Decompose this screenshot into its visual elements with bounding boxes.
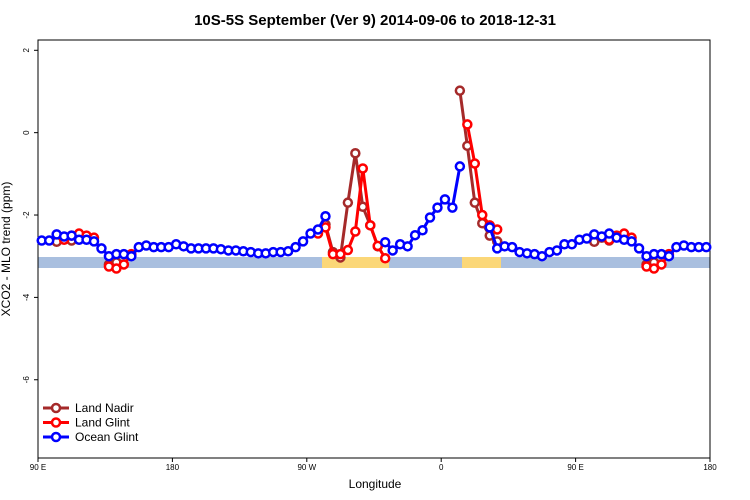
y-tick-label: 0 xyxy=(22,130,31,135)
point xyxy=(66,230,77,241)
chart-title: 10S-5S September (Ver 9) 2014-09-06 to 2… xyxy=(194,12,556,29)
point xyxy=(626,236,637,247)
point xyxy=(365,220,376,231)
point xyxy=(350,226,361,237)
y-tick-label: 2 xyxy=(22,48,31,53)
point xyxy=(462,119,473,130)
x-tick-label: 90 E xyxy=(567,463,583,472)
point xyxy=(126,250,137,262)
point xyxy=(447,202,458,213)
point xyxy=(701,241,712,253)
point xyxy=(342,244,354,256)
legend-label: Land Glint xyxy=(75,416,130,430)
point xyxy=(379,236,391,248)
x-tick-label: 180 xyxy=(703,463,717,472)
point xyxy=(379,253,391,264)
point xyxy=(656,259,667,270)
point xyxy=(454,85,466,96)
x-tick-label: 180 xyxy=(166,463,180,472)
legend-label: Land Nadir xyxy=(75,401,134,415)
point xyxy=(43,235,55,246)
point xyxy=(536,250,548,262)
point xyxy=(297,236,309,247)
point xyxy=(432,202,443,213)
legend-label: Ocean Glint xyxy=(75,430,139,444)
y-axis-label: XCO2 - MLO trend (ppm) xyxy=(0,182,13,317)
point xyxy=(566,239,578,250)
legend-marker xyxy=(50,417,62,428)
point xyxy=(477,209,488,221)
x-tick-label: 90 W xyxy=(297,463,316,472)
point xyxy=(88,236,100,247)
y-tick-label: -6 xyxy=(22,376,31,384)
x-tick-label: 0 xyxy=(439,463,444,472)
y-tick-label: -2 xyxy=(22,211,31,219)
point xyxy=(506,241,518,253)
legend-marker xyxy=(50,431,62,443)
point xyxy=(357,163,369,174)
point xyxy=(454,161,466,172)
y-tick-label: -4 xyxy=(22,293,31,301)
land-band xyxy=(462,257,501,268)
point xyxy=(387,245,398,256)
point xyxy=(305,228,316,239)
point xyxy=(409,229,421,241)
point xyxy=(551,245,563,256)
point xyxy=(342,197,354,208)
point xyxy=(282,246,294,257)
point xyxy=(402,241,413,252)
point xyxy=(424,212,436,223)
point xyxy=(439,194,451,205)
point xyxy=(320,211,331,222)
surface-band xyxy=(38,257,710,268)
point xyxy=(417,225,428,236)
point xyxy=(484,222,495,233)
point xyxy=(335,248,346,260)
point xyxy=(312,224,324,235)
point xyxy=(603,228,615,239)
land-band xyxy=(322,257,389,268)
x-axis-label: Longitude xyxy=(349,477,402,491)
point xyxy=(118,259,130,270)
point xyxy=(111,263,122,274)
point xyxy=(469,158,481,169)
x-tick-label: 90 E xyxy=(30,463,46,472)
point xyxy=(469,197,481,208)
point xyxy=(633,243,645,254)
point xyxy=(350,148,361,159)
point xyxy=(663,250,675,262)
series-line xyxy=(55,90,655,266)
point xyxy=(96,243,107,254)
point xyxy=(290,241,301,253)
point xyxy=(648,263,660,274)
legend-marker xyxy=(50,402,62,414)
point xyxy=(581,233,593,244)
